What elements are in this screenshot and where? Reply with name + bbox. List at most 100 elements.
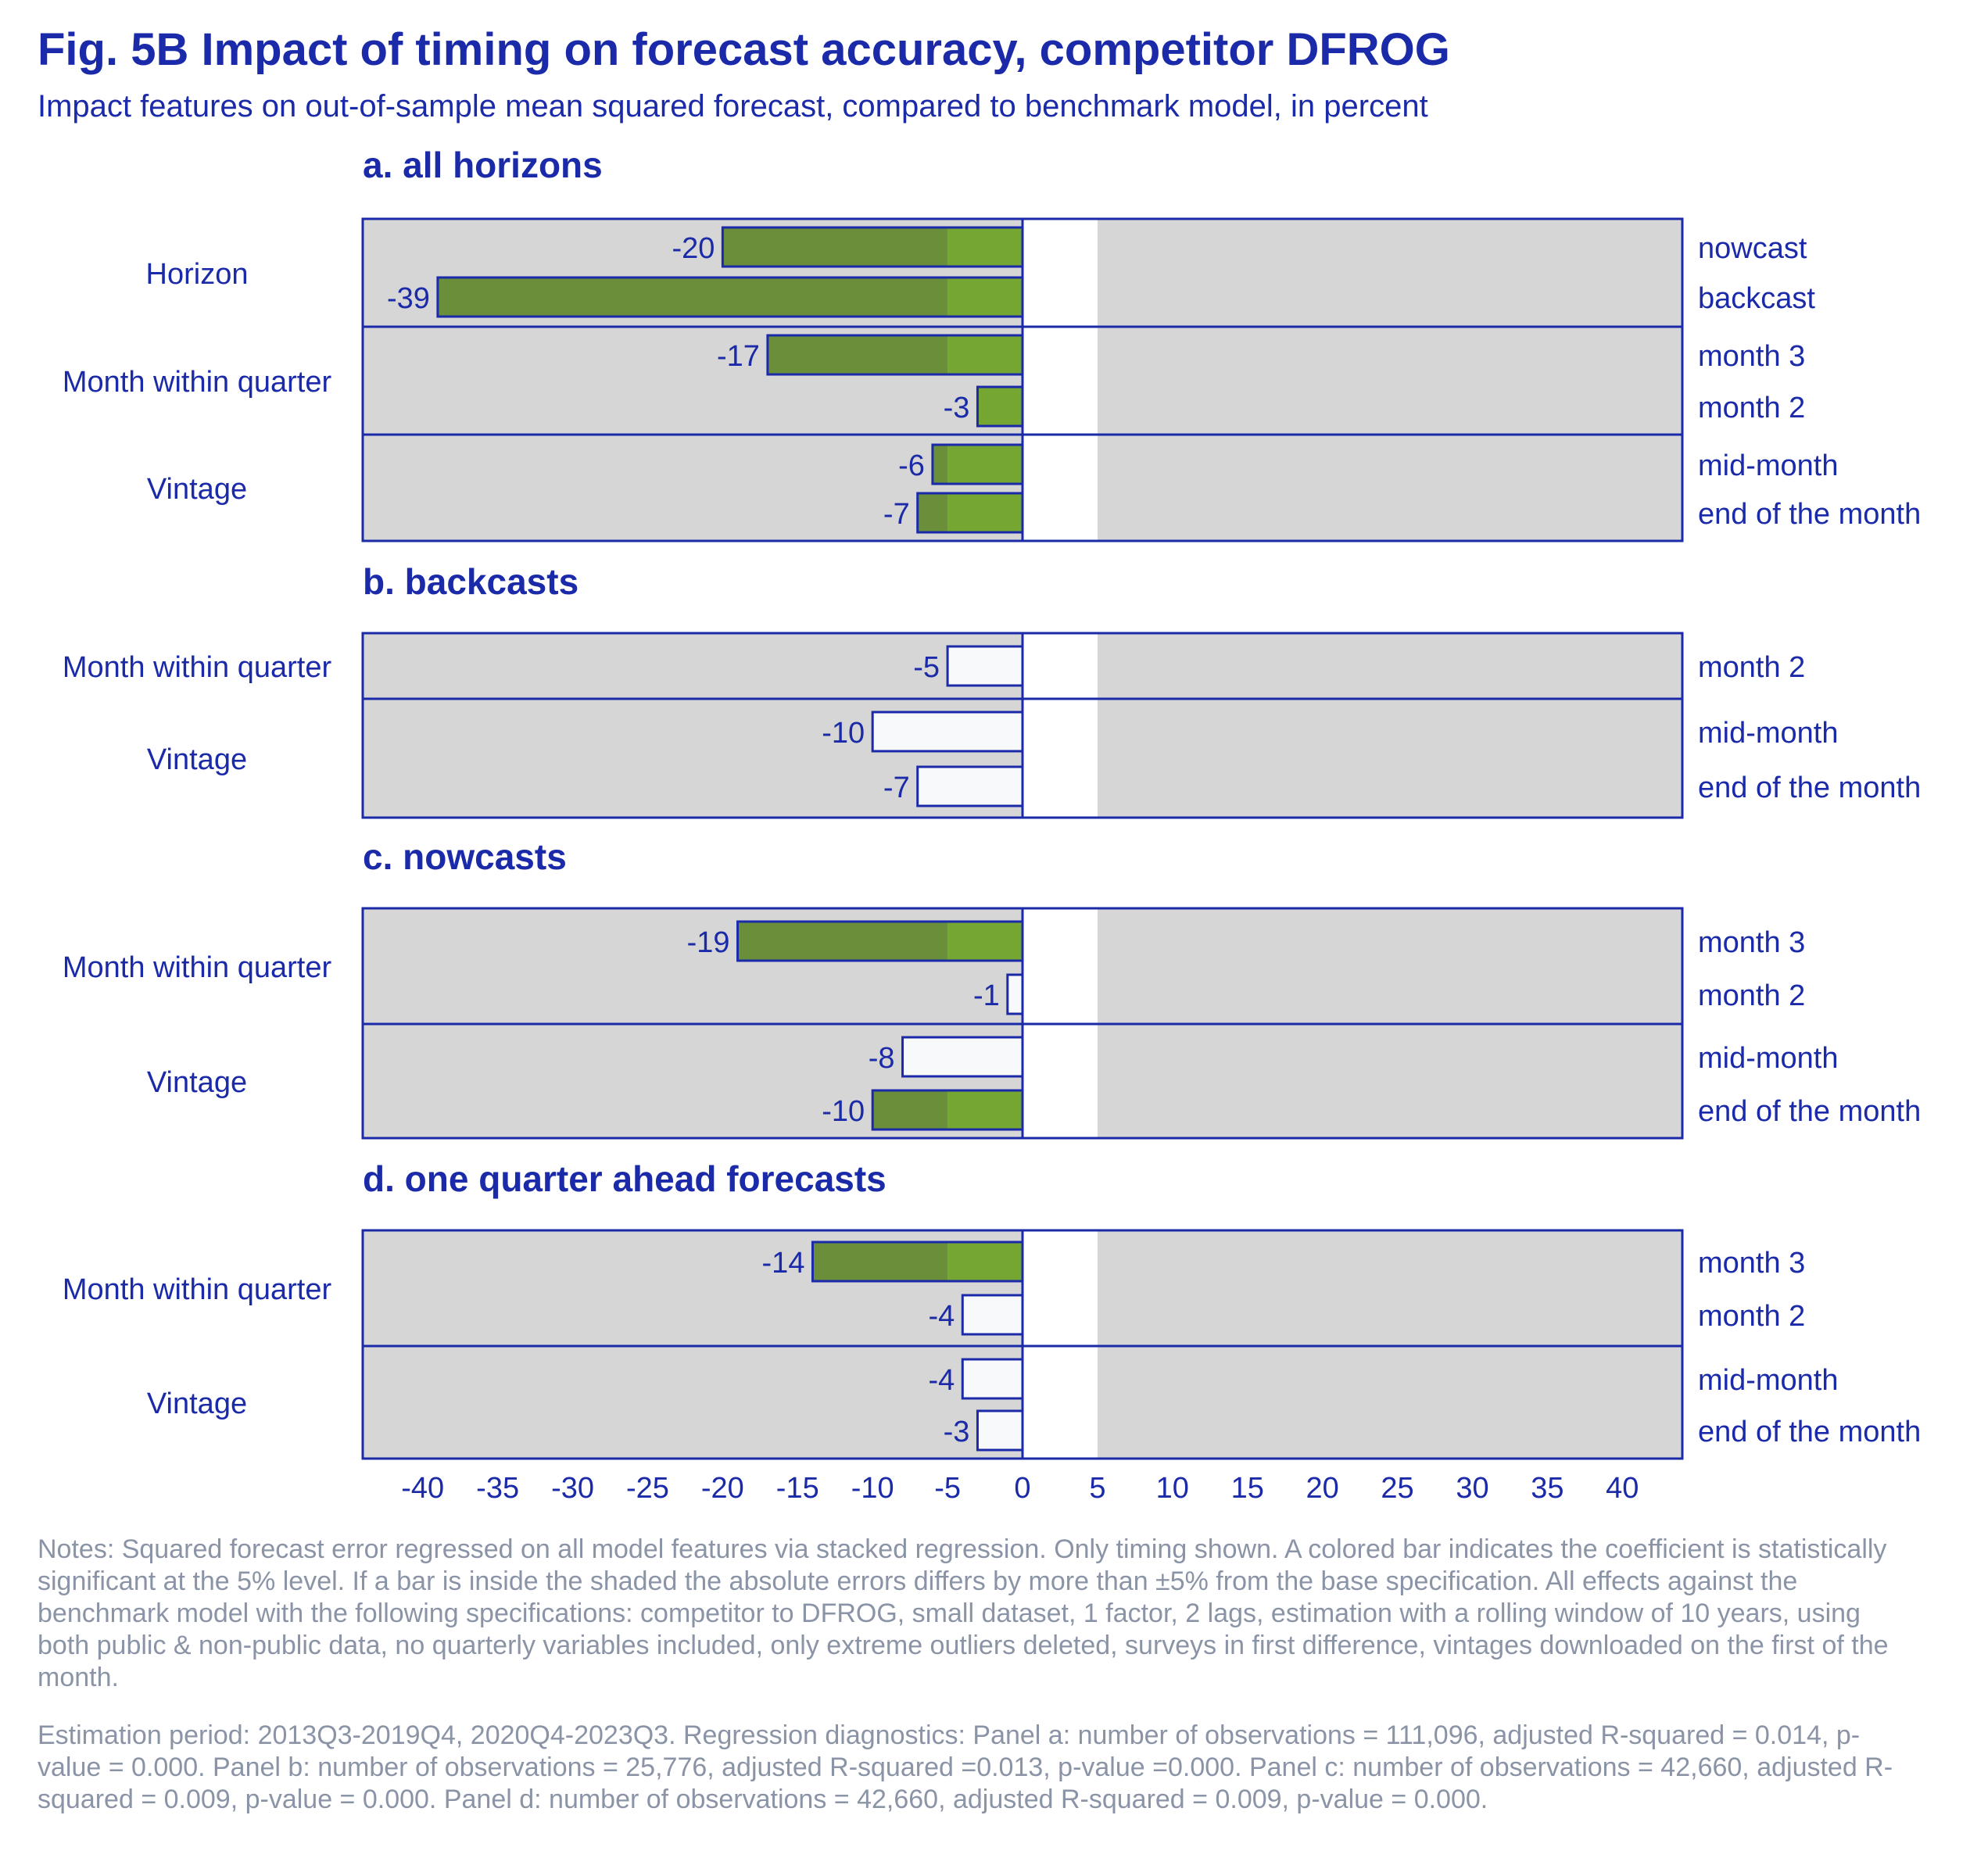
row-label: month 2: [1698, 651, 1805, 684]
x-tick-label: -35: [476, 1472, 519, 1505]
row-label: backcast: [1698, 282, 1815, 315]
group-label: Horizon: [146, 258, 249, 291]
row-label: month 3: [1698, 926, 1805, 959]
row-label: mid-month: [1698, 717, 1839, 750]
bar-fill-outside: [722, 227, 948, 267]
x-tick-label: -5: [934, 1472, 961, 1505]
x-tick-label: -25: [626, 1472, 669, 1505]
row-label: end of the month: [1698, 498, 1921, 531]
data-label: -7: [883, 772, 910, 804]
row-label: month 3: [1698, 1247, 1805, 1280]
x-tick-label: 10: [1156, 1472, 1189, 1505]
bar-fill-inside: [947, 335, 1023, 374]
bar-fill-inside: [977, 387, 1023, 426]
row-label: month 3: [1698, 340, 1805, 373]
bar-fill-outside: [812, 1242, 948, 1281]
bar-fill-outside: [932, 445, 948, 484]
data-label: -5: [913, 651, 940, 684]
group-label: Vintage: [147, 743, 247, 776]
x-tick-label: -15: [776, 1472, 819, 1505]
bar: [946, 645, 1024, 687]
group-label: Vintage: [147, 1387, 247, 1420]
panel-title: d. one quarter ahead forecasts: [363, 1158, 886, 1199]
data-label: -8: [869, 1042, 895, 1075]
bar: [961, 1358, 1024, 1400]
bar: [961, 1294, 1024, 1336]
neutral-band: [1023, 219, 1098, 541]
row-label: month 2: [1698, 979, 1805, 1012]
group-label: Month within quarter: [63, 951, 332, 984]
data-label: -1: [973, 979, 1000, 1012]
row-label: mid-month: [1698, 1364, 1839, 1397]
group-label: Month within quarter: [63, 366, 332, 399]
x-tick-label: 40: [1606, 1472, 1639, 1505]
data-label: -10: [822, 1095, 865, 1128]
plot-frame: [361, 217, 1684, 542]
plot-frame: [361, 632, 1684, 819]
group-label: Vintage: [147, 1066, 247, 1099]
panel-title: b. backcasts: [363, 561, 578, 602]
bar: [916, 765, 1024, 807]
chart-subtitle: Impact features on out-of-sample mean sq…: [38, 89, 1428, 124]
data-label: -20: [672, 232, 715, 265]
data-label: -14: [762, 1247, 805, 1280]
row-label: end of the month: [1698, 1095, 1921, 1128]
row-label: mid-month: [1698, 1042, 1839, 1075]
row-label: mid-month: [1698, 449, 1839, 482]
row-label: month 2: [1698, 392, 1805, 424]
x-tick-label: 25: [1381, 1472, 1413, 1505]
data-label: -4: [928, 1300, 955, 1333]
x-tick-label: -20: [701, 1472, 744, 1505]
data-label: -3: [944, 1416, 970, 1448]
x-tick-label: 5: [1089, 1472, 1105, 1505]
data-label: -17: [717, 340, 760, 373]
bar-fill-outside: [917, 493, 948, 532]
bar-fill-outside: [872, 1090, 948, 1130]
row-label: end of the month: [1698, 1416, 1921, 1448]
data-label: -10: [822, 717, 865, 750]
x-tick-label: -30: [551, 1472, 594, 1505]
x-tick-label: 20: [1306, 1472, 1338, 1505]
neutral-band: [1023, 1230, 1098, 1459]
bar-fill-outside: [737, 922, 948, 961]
x-tick-label: 35: [1531, 1472, 1563, 1505]
bar-fill-inside: [947, 227, 1023, 267]
bar-fill-inside: [947, 445, 1023, 484]
x-tick-label: -40: [401, 1472, 444, 1505]
data-label: -3: [944, 392, 970, 424]
x-tick-label: 0: [1014, 1472, 1030, 1505]
bar-fill-inside: [947, 1242, 1023, 1281]
plot-frame: [361, 907, 1684, 1140]
bar: [871, 711, 1024, 753]
bar: [901, 1036, 1024, 1078]
bar: [1006, 973, 1024, 1015]
panel-title: c. nowcasts: [363, 836, 567, 877]
bar: [976, 1409, 1024, 1452]
estimation-notes: Estimation period: 2013Q3-2019Q4, 2020Q4…: [38, 1720, 1893, 1814]
chart-title: Fig. 5B Impact of timing on forecast acc…: [38, 24, 1450, 75]
bar-fill-outside: [767, 335, 948, 374]
data-label: -19: [687, 926, 730, 959]
group-label: Month within quarter: [63, 651, 332, 684]
neutral-band: [1023, 633, 1098, 818]
bar-fill-inside: [947, 277, 1023, 317]
bar-fill-inside: [947, 1090, 1023, 1130]
data-label: -6: [898, 449, 925, 482]
x-tick-label: 15: [1231, 1472, 1264, 1505]
bar-fill-inside: [947, 922, 1023, 961]
bar-fill-inside: [947, 493, 1023, 532]
bar-fill-outside: [437, 277, 948, 317]
data-label: -7: [883, 498, 910, 531]
data-label: -39: [387, 282, 430, 315]
panel-title: a. all horizons: [363, 145, 603, 185]
notes-paragraph: Notes: Squared forecast error regressed …: [38, 1534, 1889, 1692]
row-label: end of the month: [1698, 772, 1921, 804]
x-tick-label: 30: [1456, 1472, 1488, 1505]
row-label: month 2: [1698, 1300, 1805, 1333]
row-label: nowcast: [1698, 232, 1807, 265]
data-label: -4: [928, 1364, 955, 1397]
plot-frame: [361, 1229, 1684, 1460]
x-tick-label: -10: [851, 1472, 894, 1505]
group-label: Vintage: [147, 473, 247, 506]
